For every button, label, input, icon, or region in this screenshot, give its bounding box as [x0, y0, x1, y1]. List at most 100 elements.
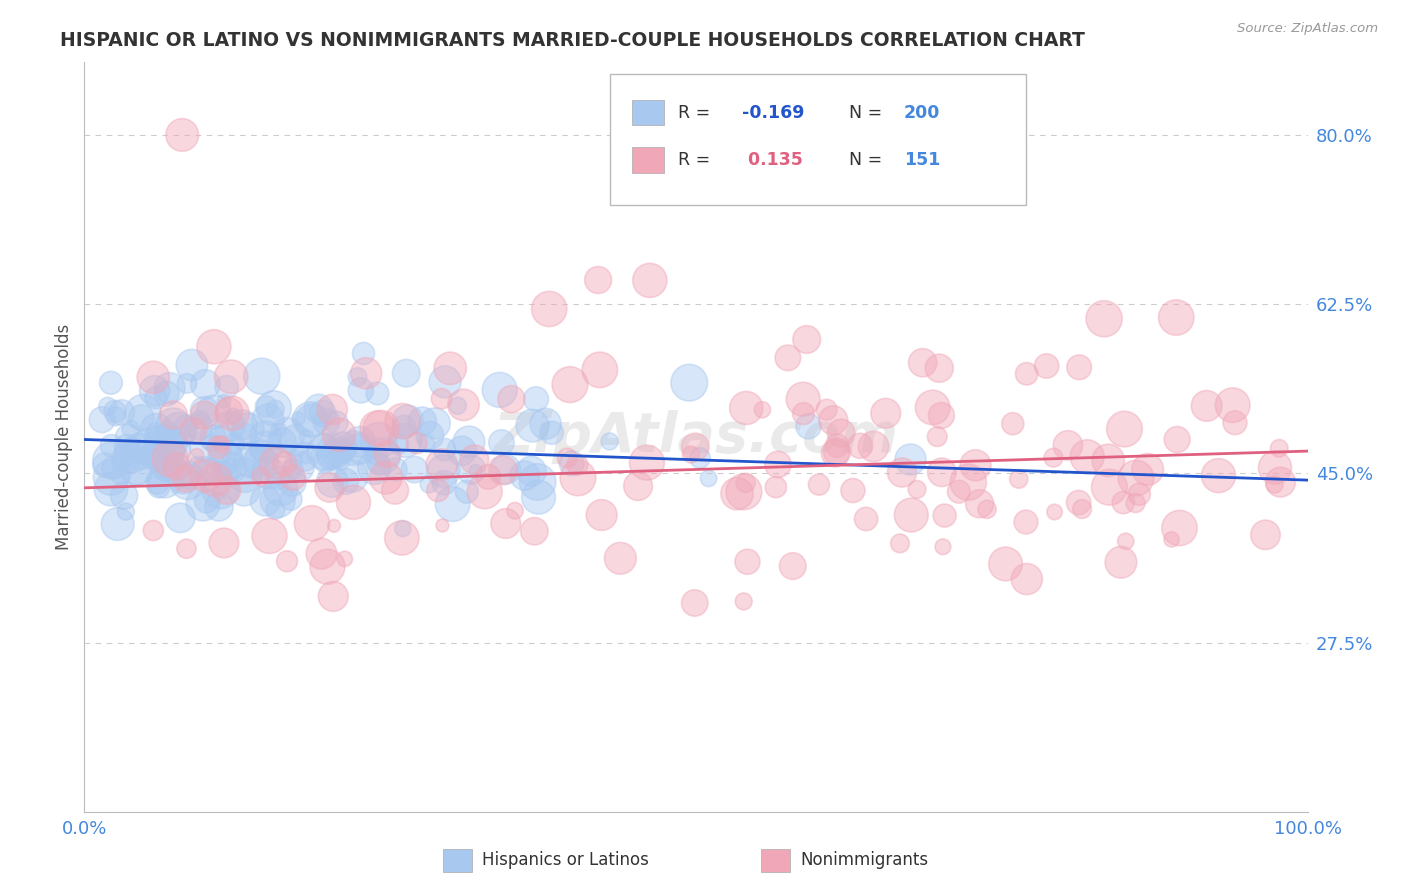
Point — [353, 346, 375, 360]
Point — [103, 460, 125, 475]
Point — [330, 440, 353, 454]
Point — [166, 459, 188, 474]
Point — [965, 458, 987, 473]
Text: N =: N = — [849, 151, 887, 169]
Point — [441, 497, 464, 511]
Point — [174, 472, 197, 486]
Point — [426, 483, 449, 498]
Point — [371, 449, 394, 463]
Point — [110, 467, 132, 482]
Point — [522, 418, 544, 433]
Point — [432, 518, 454, 533]
Point — [322, 590, 344, 604]
Text: 151: 151 — [904, 151, 941, 169]
Text: Hispanics or Latinos: Hispanics or Latinos — [482, 852, 648, 870]
Point — [889, 536, 911, 550]
Point — [733, 484, 755, 499]
Point — [254, 441, 277, 455]
Point — [957, 475, 980, 490]
Point — [135, 441, 157, 455]
Point — [93, 458, 115, 472]
Point — [419, 428, 441, 442]
Point — [177, 468, 200, 483]
Point — [233, 468, 256, 483]
Point — [1067, 495, 1090, 509]
Point — [301, 516, 323, 531]
Point — [430, 392, 453, 406]
FancyBboxPatch shape — [761, 849, 790, 871]
Point — [193, 403, 215, 417]
Point — [156, 386, 179, 401]
Point — [1268, 442, 1291, 456]
Point — [392, 420, 415, 434]
Point — [215, 380, 238, 394]
Point — [264, 503, 287, 517]
Point — [219, 461, 242, 475]
Point — [411, 414, 433, 428]
Point — [142, 370, 165, 384]
Point — [200, 436, 222, 450]
Point — [314, 454, 336, 468]
Point — [1035, 359, 1057, 373]
Point — [287, 411, 309, 425]
Point — [209, 445, 232, 459]
Point — [263, 401, 285, 416]
Point — [1166, 433, 1188, 447]
Point — [527, 490, 550, 504]
Point — [387, 437, 409, 451]
Point — [725, 486, 748, 500]
Point — [160, 442, 183, 457]
Point — [1114, 422, 1136, 436]
Point — [540, 425, 562, 440]
Point — [366, 421, 388, 435]
Point — [100, 376, 122, 390]
Point — [280, 492, 302, 507]
Point — [281, 462, 304, 476]
Point — [120, 422, 142, 436]
Point — [824, 446, 846, 460]
Point — [162, 408, 184, 422]
Point — [1001, 417, 1024, 431]
Point — [927, 430, 949, 444]
Point — [176, 427, 198, 442]
Point — [212, 536, 235, 550]
Point — [172, 128, 194, 142]
Point — [342, 495, 364, 509]
Point — [460, 462, 482, 476]
Point — [323, 446, 346, 460]
Point — [921, 401, 943, 415]
FancyBboxPatch shape — [633, 147, 664, 172]
Point — [679, 448, 702, 462]
Point — [295, 430, 318, 444]
Point — [273, 457, 295, 471]
Point — [1222, 398, 1244, 412]
Point — [204, 473, 226, 487]
Point — [911, 356, 934, 370]
Point — [627, 479, 650, 493]
Point — [1097, 453, 1119, 467]
Point — [1015, 572, 1038, 586]
FancyBboxPatch shape — [443, 849, 472, 871]
Text: Nonimmigrants: Nonimmigrants — [800, 852, 928, 870]
Text: N =: N = — [849, 103, 887, 121]
Point — [969, 497, 991, 511]
Point — [1264, 460, 1286, 475]
Point — [433, 442, 456, 457]
Point — [121, 449, 143, 463]
Point — [491, 435, 513, 450]
Point — [143, 384, 166, 398]
Point — [219, 462, 242, 476]
Point — [384, 483, 406, 498]
Point — [333, 552, 356, 566]
Point — [439, 361, 461, 376]
Point — [167, 423, 190, 437]
Point — [534, 417, 557, 431]
Point — [589, 363, 612, 377]
Text: 0.135: 0.135 — [742, 151, 803, 169]
Point — [209, 484, 232, 499]
Point — [733, 594, 755, 608]
Point — [162, 418, 184, 433]
Point — [354, 366, 377, 380]
Point — [145, 425, 167, 440]
Point — [176, 475, 198, 489]
